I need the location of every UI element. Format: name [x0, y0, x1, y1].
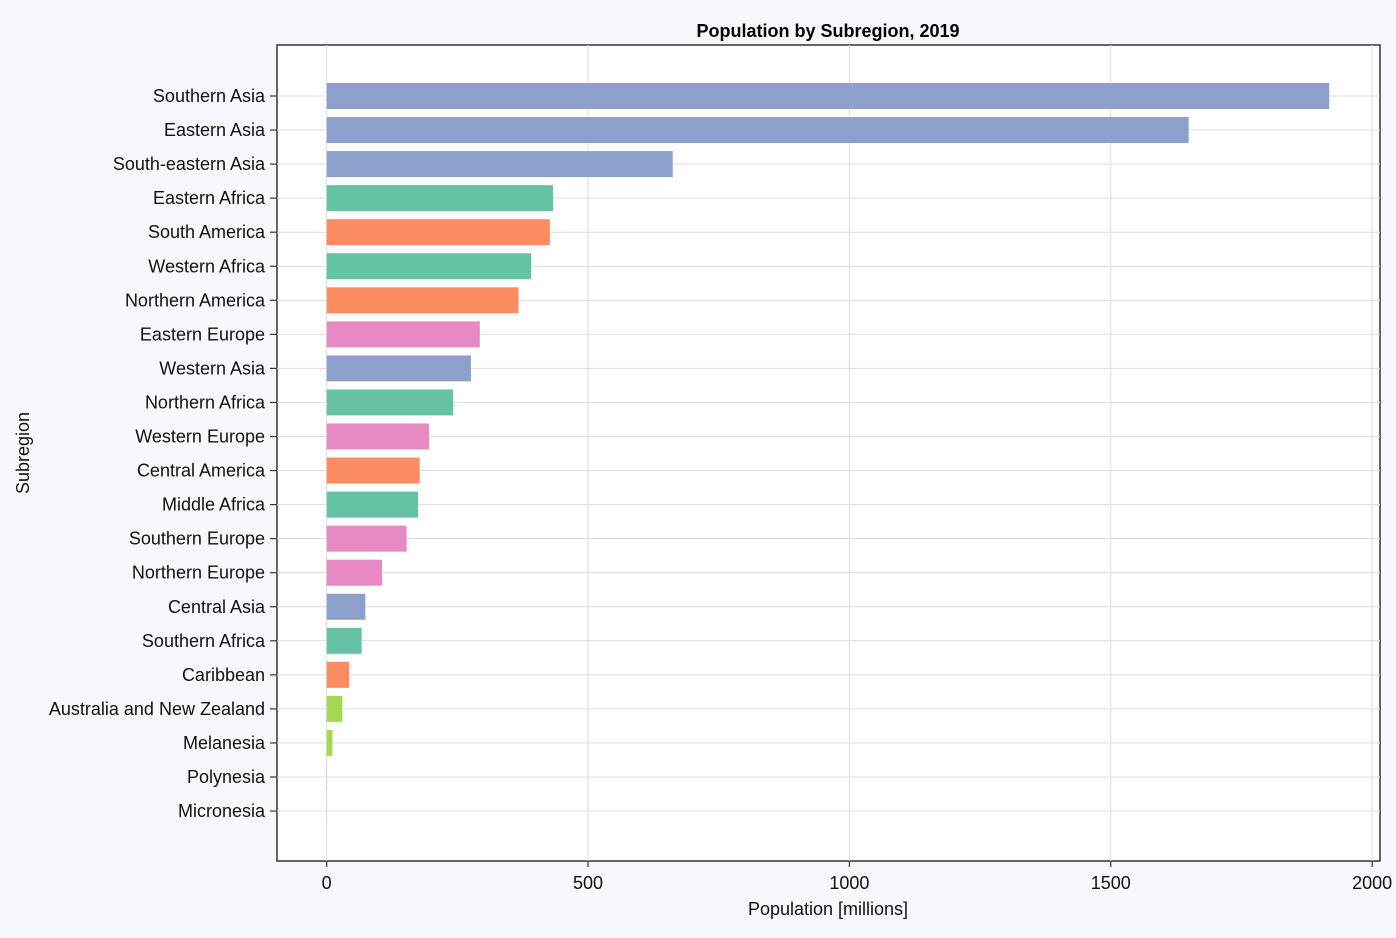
y-tick-label: Eastern Europe: [140, 324, 265, 344]
y-tick-label: Melanesia: [183, 733, 266, 753]
bar-middle-africa: [326, 491, 419, 518]
y-tick-label: Northern Europe: [132, 563, 265, 583]
bar-southern-asia: [326, 83, 1330, 109]
y-tick-label: Australia and New Zealand: [49, 699, 265, 719]
bar-melanesia: [326, 729, 333, 756]
bar-northern-africa: [326, 389, 454, 416]
y-tick-label: Middle Africa: [162, 495, 266, 515]
y-tick-label: Central America: [137, 461, 266, 481]
bar-central-america: [326, 457, 420, 484]
x-tick-label: 0: [322, 873, 332, 893]
bar-layer: [326, 83, 1330, 825]
y-axis: Southern Asia Eastern Asia South-eastern A…: [49, 86, 277, 821]
bar-australia-and-new-zealand: [326, 695, 343, 722]
bar-western-africa: [326, 253, 532, 280]
y-tick-label: Southern Asia: [153, 86, 266, 106]
bar-southern-europe: [326, 525, 407, 552]
x-tick-label: 1500: [1091, 873, 1131, 893]
y-tick-label: Micronesia: [178, 801, 266, 821]
y-axis-title: Subregion: [13, 412, 33, 494]
y-tick-label: Eastern Asia: [164, 120, 266, 140]
x-tick-label: 500: [573, 873, 603, 893]
plot-area: [276, 44, 1381, 862]
y-tick-label: Northern Africa: [145, 392, 266, 412]
x-axis-title: Population [millions]: [748, 899, 908, 919]
y-tick-label: Polynesia: [187, 767, 266, 787]
y-tick-label: Caribbean: [182, 665, 265, 685]
bar-south-america: [326, 219, 550, 246]
y-tick-label: Western Africa: [148, 256, 266, 276]
y-tick-label: Eastern Africa: [153, 188, 266, 208]
y-tick-label: South America: [148, 222, 266, 242]
y-tick-label: Central Asia: [168, 597, 266, 617]
bar-southern-africa: [326, 627, 362, 654]
y-tick-label: Southern Africa: [142, 631, 266, 651]
y-tick-label: Western Europe: [135, 427, 265, 447]
bar-eastern-europe: [326, 321, 480, 348]
x-tick-label: 2000: [1352, 873, 1392, 893]
bar-western-europe: [326, 423, 430, 450]
y-tick-label: Southern Europe: [129, 529, 265, 549]
y-tick-label: Northern America: [125, 290, 266, 310]
chart-title: Population by Subregion, 2019: [696, 21, 959, 41]
bar-south-eastern-asia: [326, 151, 673, 178]
y-tick-label: South-eastern Asia: [113, 154, 266, 174]
bar-eastern-asia: [326, 117, 1189, 144]
y-tick-label: Western Asia: [159, 358, 266, 378]
x-tick-label: 1000: [829, 873, 869, 893]
bar-eastern-africa: [326, 185, 554, 212]
bar-western-asia: [326, 355, 471, 382]
bar-caribbean: [326, 661, 350, 688]
bar-northern-america: [326, 287, 519, 314]
bar-central-asia: [326, 593, 366, 620]
bar-northern-europe: [326, 559, 383, 586]
x-axis: 0 500 1000 1500 2000: [322, 861, 1392, 893]
